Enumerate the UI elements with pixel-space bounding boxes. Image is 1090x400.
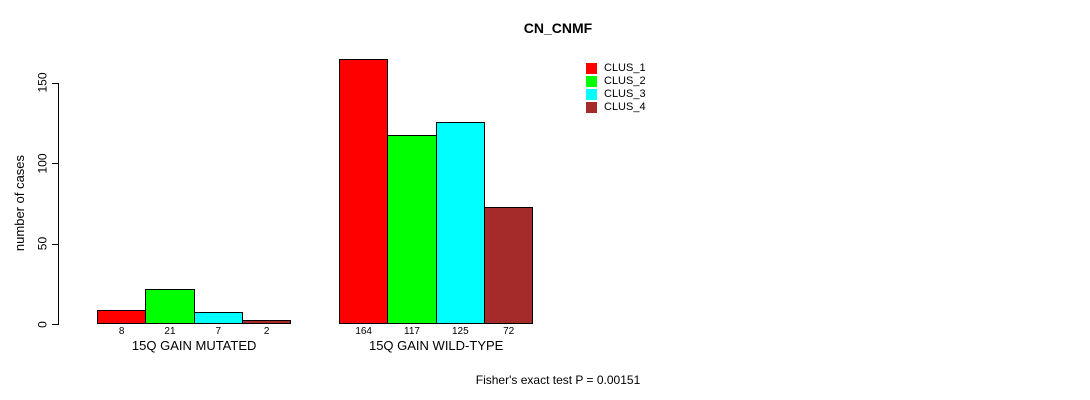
legend-item: CLUS_2 bbox=[586, 75, 696, 88]
legend-swatch-clus_2 bbox=[586, 76, 597, 88]
bar-value-label: 7 bbox=[215, 326, 222, 337]
bar-value-label: 72 bbox=[503, 326, 515, 337]
y-tick bbox=[52, 82, 59, 84]
legend-label: CLUS_2 bbox=[604, 75, 646, 88]
legend-label: CLUS_4 bbox=[604, 101, 646, 114]
bar-clus_3-1 bbox=[193, 311, 243, 324]
bar-value-label: 164 bbox=[355, 326, 372, 337]
bar-clus_1-1 bbox=[97, 310, 147, 324]
y-tick-label: 0 bbox=[35, 320, 50, 328]
legend-item: CLUS_1 bbox=[586, 62, 696, 75]
legend-label: CLUS_3 bbox=[604, 88, 646, 101]
bar-clus_4-2 bbox=[483, 207, 534, 324]
legend-item: CLUS_3 bbox=[586, 88, 696, 101]
y-tick-label: 150 bbox=[35, 72, 50, 93]
bar-clus_2-2 bbox=[387, 134, 437, 324]
bar-clus_2-1 bbox=[145, 289, 195, 324]
category-label: 15Q GAIN MUTATED bbox=[131, 338, 257, 353]
category-label: 15Q GAIN WILD-TYPE bbox=[368, 338, 504, 353]
legend: CLUS_1 CLUS_2 CLUS_3 CLUS_4 bbox=[586, 62, 696, 118]
y-tick bbox=[52, 163, 59, 165]
y-axis-label: number of cases bbox=[12, 154, 27, 252]
bar-value-label: 117 bbox=[404, 326, 420, 337]
legend-swatch-clus_1 bbox=[586, 63, 597, 74]
bar-value-label: 2 bbox=[263, 326, 270, 337]
bar-clus_3-2 bbox=[435, 122, 485, 324]
y-tick-label: 50 bbox=[35, 236, 50, 251]
bar-value-label: 125 bbox=[451, 326, 469, 337]
y-tick-label: 100 bbox=[35, 153, 50, 174]
bar-clus_1-2 bbox=[339, 59, 389, 324]
legend-swatch-clus_4 bbox=[586, 102, 597, 114]
legend-swatch-clus_3 bbox=[586, 89, 597, 101]
fisher-test-annotation: Fisher's exact test P = 0.00151 bbox=[475, 373, 641, 387]
bar-value-label: 21 bbox=[164, 326, 176, 337]
bar-value-label: 8 bbox=[118, 326, 125, 337]
y-tick bbox=[52, 324, 59, 325]
y-tick bbox=[52, 243, 59, 245]
chart-title: CN_CNMF bbox=[523, 20, 593, 36]
bar-clus_4-1 bbox=[241, 319, 292, 324]
legend-item: CLUS_4 bbox=[586, 101, 696, 114]
legend-label: CLUS_1 bbox=[604, 62, 646, 74]
y-axis-line bbox=[58, 82, 59, 325]
